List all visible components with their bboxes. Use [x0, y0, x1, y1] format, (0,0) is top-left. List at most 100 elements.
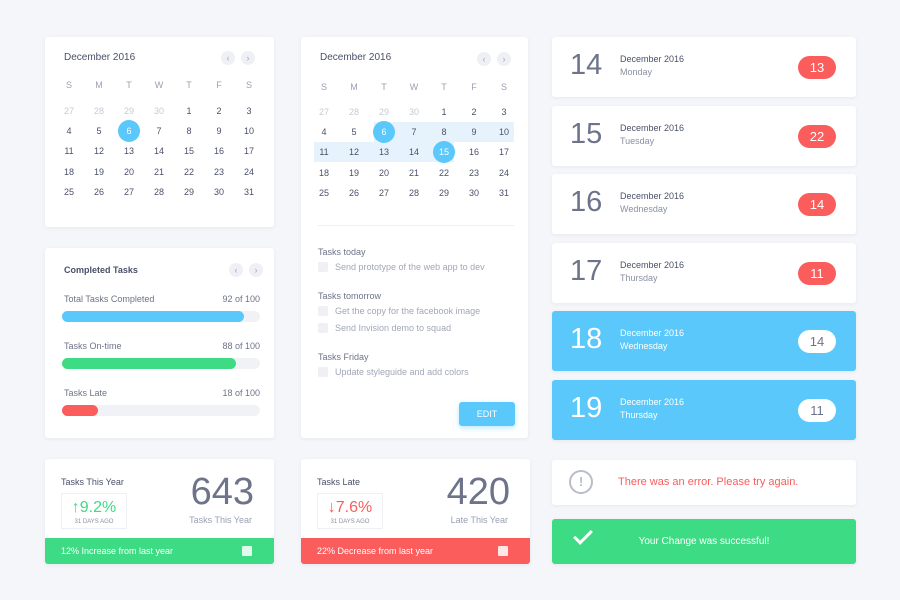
next-month-button[interactable]: ›	[497, 52, 511, 66]
calendar-day[interactable]: 9	[216, 126, 222, 136]
calendar-card: December 2016 ‹ › S M T W T F S 27 28 29 30 1 2 3 4 5 6 7…	[45, 37, 274, 227]
calendar-day[interactable]: 10	[498, 127, 509, 137]
calendar-day[interactable]: 13	[378, 147, 389, 157]
edit-button[interactable]: EDIT	[459, 402, 515, 426]
calendar-day[interactable]: 6	[373, 121, 395, 143]
calendar-day[interactable]: 6	[118, 120, 140, 142]
task-item[interactable]: Update styleguide and add colors	[318, 367, 469, 377]
calendar-day[interactable]: 17	[243, 146, 254, 156]
calendar-day[interactable]: 29	[123, 106, 134, 116]
day-card[interactable]: 16 December 2016 Wednesday 14	[552, 174, 856, 234]
calendar-day[interactable]: 24	[498, 168, 509, 178]
day-card[interactable]: 17 December 2016 Thursday 11	[552, 243, 856, 303]
task-checkbox[interactable]	[318, 323, 328, 333]
calendar-day[interactable]: 5	[96, 126, 102, 136]
calendar-day[interactable]: 3	[246, 106, 252, 116]
calendar-day[interactable]: 30	[213, 187, 224, 197]
calendar-day[interactable]: 23	[468, 168, 479, 178]
task-item[interactable]: Send prototype of the web app to dev	[318, 262, 485, 272]
calendar-day[interactable]: 29	[438, 188, 449, 198]
calendar-day[interactable]: 11	[64, 146, 74, 156]
task-item[interactable]: Get the copy for the facebook image	[318, 306, 480, 316]
calendar-day[interactable]: 27	[63, 106, 74, 116]
calendar-day[interactable]: 4	[66, 126, 72, 136]
calendar-day[interactable]: 18	[318, 168, 329, 178]
task-checkbox[interactable]	[318, 367, 328, 377]
calendar-day[interactable]: 27	[378, 188, 389, 198]
day-weekday: Wednesday	[620, 341, 668, 351]
calendar-day[interactable]: 10	[243, 126, 254, 136]
calendar-day[interactable]: 27	[318, 107, 329, 117]
calendar-day[interactable]: 4	[321, 127, 327, 137]
calendar-day[interactable]: 27	[123, 187, 134, 197]
calendar-day[interactable]: 9	[471, 127, 477, 137]
calendar-day[interactable]: 28	[408, 188, 419, 198]
calendar-day[interactable]: 23	[213, 167, 224, 177]
day-card[interactable]: 19 December 2016 Thursday 11	[552, 380, 856, 440]
calendar-day[interactable]: 22	[183, 167, 194, 177]
calendar-day[interactable]: 26	[93, 187, 104, 197]
prev-month-button[interactable]: ‹	[221, 51, 235, 65]
calendar-day[interactable]: 8	[186, 126, 192, 136]
bar-chart-icon[interactable]	[498, 546, 508, 556]
calendar-day[interactable]: 12	[348, 147, 359, 157]
calendar-day[interactable]: 18	[63, 167, 74, 177]
day-month: December 2016	[620, 191, 685, 201]
calendar-day[interactable]: 1	[186, 106, 192, 116]
calendar-day[interactable]: 14	[408, 147, 419, 157]
calendar-day[interactable]: 30	[408, 107, 419, 117]
calendar-day[interactable]: 21	[408, 168, 419, 178]
calendar-day[interactable]: 7	[411, 127, 417, 137]
calendar-day[interactable]: 30	[468, 188, 479, 198]
day-card[interactable]: 18 December 2016 Wednesday 14	[552, 311, 856, 371]
selected-range	[374, 122, 514, 142]
calendar-day[interactable]: 13	[123, 146, 134, 156]
calendar-day[interactable]: 24	[243, 167, 254, 177]
calendar-day[interactable]: 11	[319, 147, 329, 157]
calendar-day[interactable]: 3	[501, 107, 507, 117]
calendar-day[interactable]: 2	[471, 107, 477, 117]
calendar-day[interactable]: 31	[243, 187, 254, 197]
task-checkbox[interactable]	[318, 262, 328, 272]
bar-chart-icon[interactable]	[242, 546, 252, 556]
calendar-day[interactable]: 19	[348, 168, 359, 178]
calendar-day[interactable]: 5	[351, 127, 357, 137]
calendar-day[interactable]: 28	[93, 106, 104, 116]
calendar-day[interactable]: 28	[153, 187, 164, 197]
day-card[interactable]: 15 December 2016 Tuesday 22	[552, 106, 856, 166]
calendar-day[interactable]: 16	[213, 146, 224, 156]
calendar-day[interactable]: 2	[216, 106, 222, 116]
prev-month-button[interactable]: ‹	[477, 52, 491, 66]
next-month-button[interactable]: ›	[241, 51, 255, 65]
calendar-day[interactable]: 19	[93, 167, 104, 177]
calendar-day[interactable]: 26	[348, 188, 359, 198]
day-card[interactable]: 14 December 2016 Monday 13	[552, 37, 856, 97]
calendar-day[interactable]: 7	[156, 126, 162, 136]
calendar-day[interactable]: 15	[183, 146, 194, 156]
next-button[interactable]: ›	[249, 263, 263, 277]
calendar-day[interactable]: 29	[378, 107, 389, 117]
calendar-day[interactable]: 31	[498, 188, 509, 198]
calendar-day[interactable]: 14	[153, 146, 164, 156]
calendar-day[interactable]: 15	[433, 141, 455, 163]
calendar-day[interactable]: 16	[468, 147, 479, 157]
calendar-day[interactable]: 20	[378, 168, 389, 178]
calendar-day[interactable]: 12	[93, 146, 104, 156]
calendar-day[interactable]: 29	[183, 187, 194, 197]
prev-button[interactable]: ‹	[229, 263, 243, 277]
weekday-label: M	[95, 80, 103, 90]
task-checkbox[interactable]	[318, 306, 328, 316]
calendar-day[interactable]: 28	[348, 107, 359, 117]
calendar-day[interactable]: 22	[438, 168, 449, 178]
calendar-day[interactable]: 30	[153, 106, 164, 116]
completed-tasks-title: Completed Tasks	[64, 265, 138, 275]
calendar-day[interactable]: 8	[441, 127, 447, 137]
calendar-day[interactable]: 17	[498, 147, 509, 157]
calendar-day[interactable]: 20	[123, 167, 134, 177]
warning-icon: !	[569, 470, 593, 494]
calendar-day[interactable]: 21	[153, 167, 164, 177]
task-item[interactable]: Send Invision demo to squad	[318, 323, 451, 333]
calendar-day[interactable]: 1	[441, 107, 447, 117]
calendar-day[interactable]: 25	[318, 188, 329, 198]
calendar-day[interactable]: 25	[63, 187, 74, 197]
